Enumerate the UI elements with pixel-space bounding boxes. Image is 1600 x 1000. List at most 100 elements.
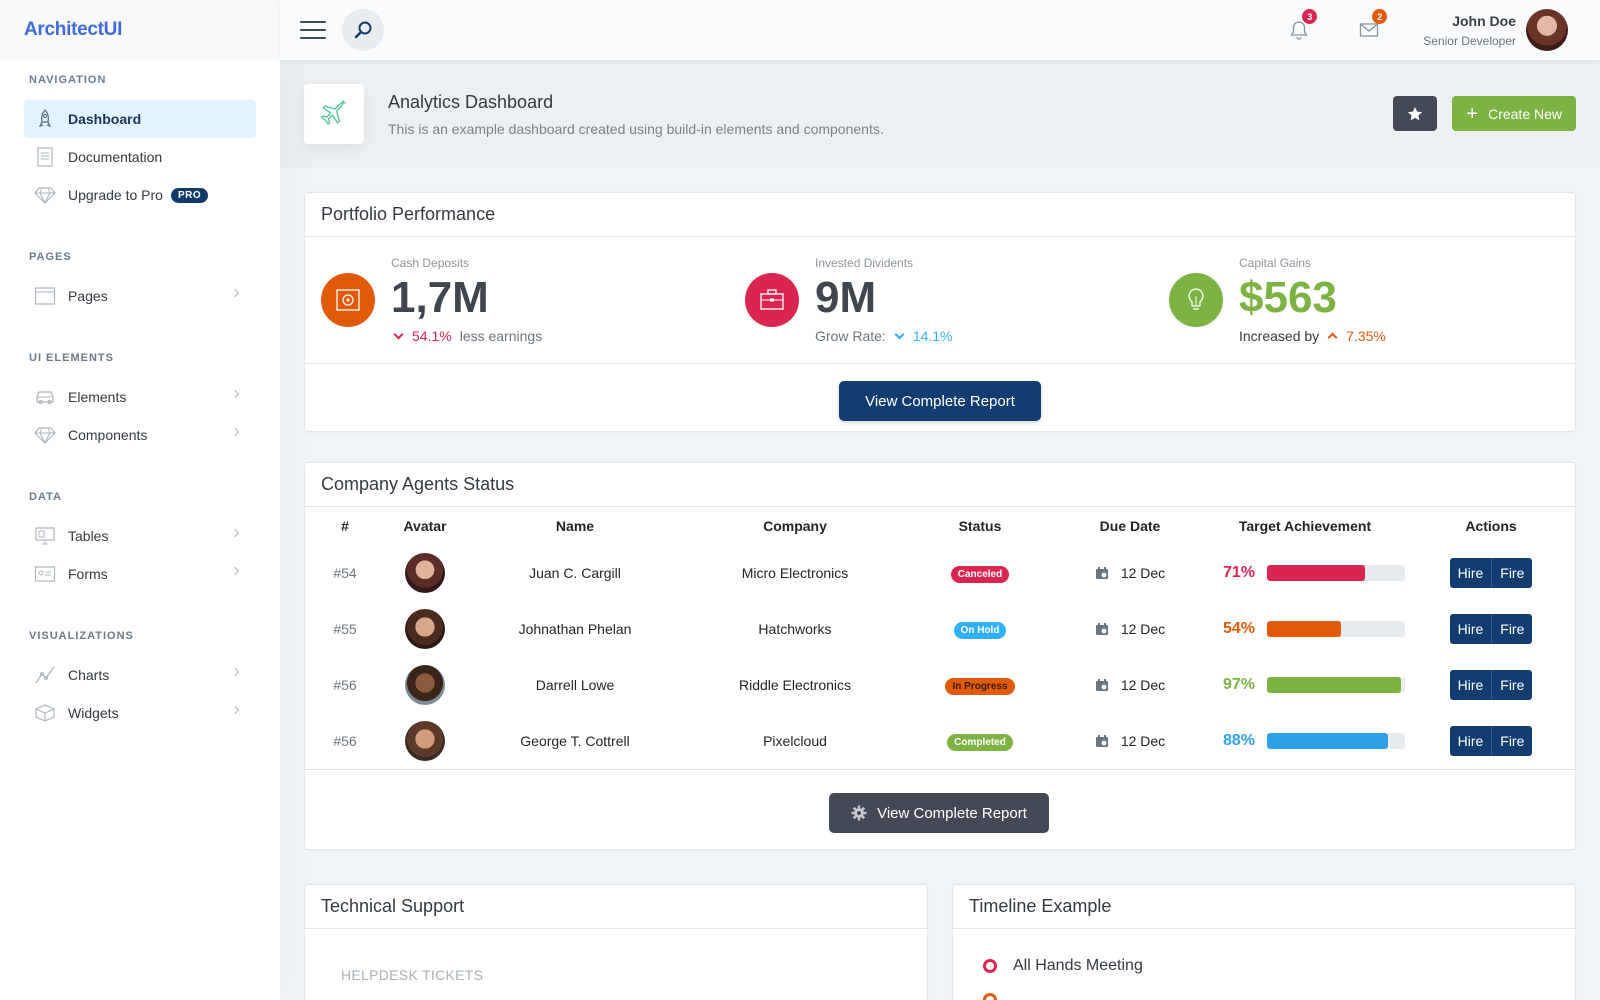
agent-company: Micro Electronics	[741, 565, 849, 581]
bell-icon	[1290, 21, 1308, 40]
widget-label: Capital Gains	[1239, 255, 1312, 270]
avatar	[405, 553, 445, 593]
widget-label: Invested Dividents	[815, 255, 914, 270]
chevron-right-icon	[230, 389, 240, 399]
due-date: 12 Dec	[1120, 621, 1166, 637]
search-icon	[354, 21, 372, 39]
calendar-icon	[1095, 678, 1108, 691]
box-icon	[34, 702, 56, 724]
sidebar-item-label: Upgrade to Pro	[68, 187, 163, 203]
sidebar-item-label: Widgets	[68, 705, 119, 721]
calendar-icon	[1095, 566, 1108, 579]
hire-button[interactable]: Hire	[1449, 726, 1492, 756]
row-id: #54	[333, 565, 357, 581]
id-card-icon	[34, 563, 56, 585]
create-new-button[interactable]: + Create New	[1452, 96, 1576, 131]
target-percent: 88%	[1223, 732, 1256, 749]
due-date: 12 Dec	[1120, 733, 1166, 749]
column-header[interactable]: Company	[763, 518, 827, 534]
hamburger-menu-button[interactable]	[300, 21, 326, 39]
agent-company: Riddle Electronics	[738, 677, 852, 693]
lightbulb-icon	[1169, 273, 1223, 327]
target-cell: 71%	[1205, 545, 1405, 601]
sidebar: Navigation Dashboard Documentation Upgra…	[0, 60, 280, 1000]
row-id: #56	[333, 733, 357, 749]
diamond-icon	[34, 184, 56, 206]
chevron-right-icon	[230, 427, 240, 437]
hamburger-line	[300, 21, 326, 23]
sidebar-item-dashboard[interactable]: Dashboard	[24, 100, 256, 138]
plus-icon: +	[1466, 102, 1479, 125]
sidebar-item-pages[interactable]: Pages	[24, 277, 256, 315]
progress-fill	[1266, 565, 1365, 581]
chevron-right-icon	[230, 566, 240, 576]
widget-percent: 7.35%	[1346, 328, 1386, 345]
fire-button[interactable]: Fire	[1491, 726, 1533, 756]
column-header[interactable]: Name	[555, 518, 595, 534]
table-row: #56 George T. Cottrell Pixelcloud Comple…	[305, 713, 1577, 769]
row-id: #56	[333, 677, 357, 693]
sidebar-item-tables[interactable]: Tables	[24, 517, 256, 555]
target-cell: 88%	[1205, 713, 1405, 769]
messages-button[interactable]: 2	[1355, 9, 1388, 44]
app-logo[interactable]: ArchitectUI	[24, 19, 123, 40]
browser-icon	[34, 285, 56, 307]
column-header[interactable]: #	[341, 518, 349, 534]
favorite-button[interactable]	[1393, 96, 1438, 131]
actions-cell: Hire Fire	[1405, 657, 1577, 713]
avatar-cell	[385, 601, 465, 657]
sidebar-item-documentation[interactable]: Documentation	[24, 138, 256, 176]
fire-button[interactable]: Fire	[1491, 670, 1533, 700]
notifications-button[interactable]: 3	[1285, 9, 1318, 44]
timeline-card: Timeline Example All Hands Meeting	[952, 884, 1576, 1000]
fire-button[interactable]: Fire	[1491, 614, 1533, 644]
widget-label: Cash Deposits	[391, 255, 470, 270]
action-button-group: Hire Fire	[1449, 558, 1533, 588]
safe-icon	[321, 273, 375, 327]
hire-button[interactable]: Hire	[1449, 558, 1492, 588]
status-cell: Completed	[905, 713, 1055, 769]
sidebar-item-charts[interactable]: Charts	[24, 656, 256, 694]
sidebar-item-widgets[interactable]: Widgets	[24, 694, 256, 732]
header-right: 3 2 John Doe Senior Developer	[1285, 0, 1568, 60]
avatar	[405, 609, 445, 649]
sidebar-item-components[interactable]: Components	[24, 416, 256, 454]
timeline-item-label: All Hands Meeting	[1013, 957, 1143, 974]
chevron-right-icon	[230, 528, 240, 538]
column-header[interactable]: Due Date	[1099, 518, 1161, 534]
column-header[interactable]: Status	[958, 518, 1002, 534]
due-cell: 12 Dec	[1055, 545, 1205, 601]
user-info[interactable]: John Doe Senior Developer	[1423, 13, 1516, 48]
progress-fill	[1266, 733, 1389, 749]
sidebar-item-forms[interactable]: Forms	[24, 555, 256, 593]
portfolio-performance-card: Portfolio Performance Cash Deposits 1,7M…	[304, 192, 1576, 432]
sidebar-item-upgrade-to-pro[interactable]: Upgrade to Pro PRO	[24, 176, 256, 214]
column-header[interactable]: Actions	[1465, 518, 1517, 534]
sidebar-item-elements[interactable]: Elements	[24, 378, 256, 416]
column-header[interactable]: Target Achievement	[1238, 518, 1372, 534]
view-complete-report-button[interactable]: View Complete Report	[829, 793, 1049, 833]
calendar-icon	[1095, 622, 1108, 635]
sidebar-item-label: Pages	[68, 288, 108, 304]
actions-cell: Hire Fire	[1405, 713, 1577, 769]
status-badge: Completed	[947, 733, 1013, 751]
user-avatar[interactable]	[1526, 9, 1568, 51]
hire-button[interactable]: Hire	[1449, 614, 1492, 644]
column-header[interactable]: Avatar	[403, 518, 447, 534]
progress-bar	[1266, 677, 1405, 693]
target-cell: 54%	[1205, 601, 1405, 657]
portfolio-widgets: Cash Deposits 1,7M 54.1% less earnings I…	[305, 237, 1575, 364]
view-complete-report-button[interactable]: View Complete Report	[839, 381, 1041, 421]
star-icon	[1408, 106, 1423, 120]
widget-content: Capital Gains $563 Increased by 7.35%	[1239, 256, 1386, 344]
fire-button[interactable]: Fire	[1491, 558, 1533, 588]
rocket-icon	[34, 108, 56, 130]
search-button[interactable]	[342, 9, 384, 51]
progress-bar	[1266, 621, 1405, 637]
sidebar-item-label: Elements	[68, 389, 127, 405]
status-badge: On Hold	[953, 621, 1007, 639]
chevron-right-icon	[230, 288, 240, 298]
hamburger-line	[300, 37, 326, 39]
hire-button[interactable]: Hire	[1449, 670, 1492, 700]
button-label: View Complete Report	[877, 804, 1027, 822]
